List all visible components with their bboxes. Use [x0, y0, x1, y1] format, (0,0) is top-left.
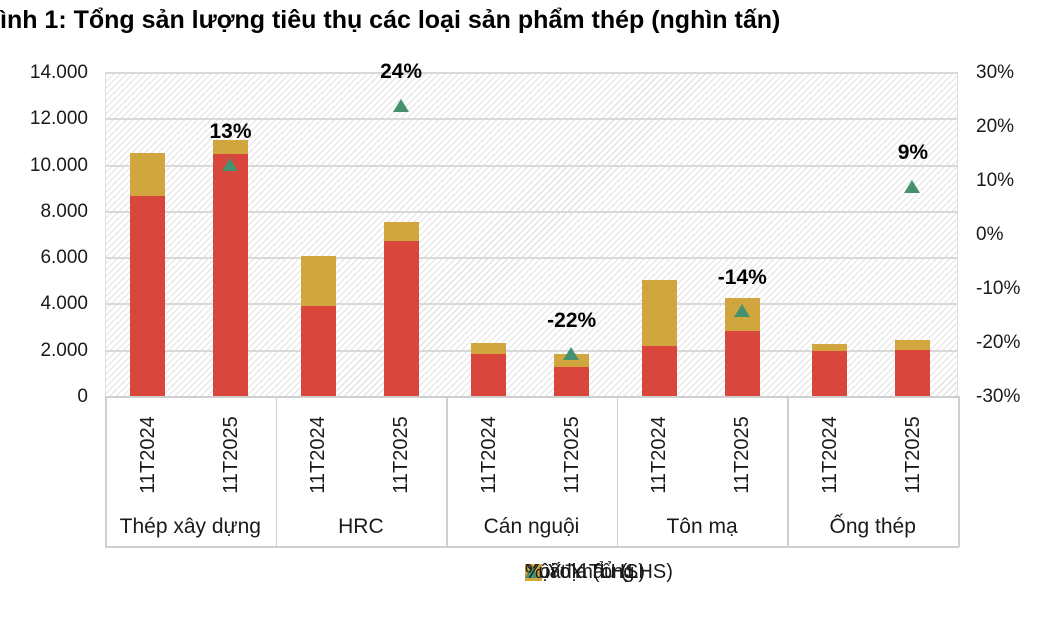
left-axis-tick: 4.000 — [40, 293, 88, 315]
year-label: 11T2024 — [818, 416, 841, 494]
legend-label: % YoY Tổng — [525, 560, 635, 583]
bar-domestic-segment — [471, 354, 507, 397]
right-axis-tick: 10% — [976, 170, 1015, 191]
year-label: 11T2025 — [219, 416, 242, 494]
bar-export-segment — [554, 354, 590, 367]
axis-line — [105, 396, 959, 398]
yoy-marker — [392, 98, 409, 112]
bar-domestic-segment — [130, 195, 165, 397]
bar-export-segment — [812, 343, 848, 351]
bar-export-segment — [641, 280, 677, 347]
group-label: Cán nguội — [483, 515, 580, 538]
year-label: 11T2025 — [560, 416, 583, 494]
year-label: 11T2025 — [901, 416, 924, 494]
yoy-marker — [733, 304, 750, 318]
bar-domestic-segment — [383, 240, 419, 397]
bar-domestic-segment — [724, 331, 760, 397]
right-axis-tick: 20% — [976, 116, 1015, 137]
yoy-label: 13% — [209, 119, 252, 143]
legend-triangle-icon — [525, 566, 539, 578]
year-label: 11T2024 — [648, 416, 671, 494]
chart-title: ình 1: Tổng sản lượng tiêu thụ các loại … — [0, 6, 781, 34]
axis-line — [105, 546, 959, 548]
yoy-label: 9% — [897, 141, 929, 165]
gridline — [105, 72, 958, 74]
group-divider — [787, 396, 789, 547]
yoy-marker — [563, 347, 580, 361]
yoy-label: -14% — [717, 265, 767, 289]
year-label: 11T2025 — [390, 416, 413, 494]
gridline — [105, 164, 958, 167]
bar-export-segment — [130, 152, 165, 196]
gridline — [105, 349, 958, 352]
bar-export-segment — [300, 255, 336, 306]
group-divider — [958, 396, 960, 547]
bar-domestic-segment — [554, 366, 590, 397]
year-label: 11T2024 — [136, 416, 159, 494]
gridline — [105, 210, 958, 213]
bar-domestic-segment — [812, 350, 848, 397]
right-axis-tick: 30% — [976, 62, 1015, 83]
yoy-label: 24% — [380, 60, 423, 84]
group-label: Ống thép — [829, 515, 916, 538]
group-divider — [275, 396, 278, 547]
gridline — [105, 303, 958, 306]
bar-domestic-segment — [213, 154, 248, 397]
left-axis-tick: 8.000 — [40, 200, 88, 222]
yoy-marker — [904, 179, 921, 193]
bar-domestic-segment — [641, 346, 677, 397]
legend-label: Xuất khẩu (LHS) — [525, 560, 673, 583]
left-axis-tick: 12.000 — [29, 108, 88, 130]
right-axis-tick: -30% — [976, 386, 1021, 407]
left-axis-tick: 2.000 — [40, 339, 88, 361]
group-label: HRC — [338, 515, 384, 538]
group-label: Tôn mạ — [666, 515, 738, 538]
left-axis-tick: 10.000 — [29, 154, 88, 176]
bar-export-segment — [213, 140, 248, 154]
year-label: 11T2025 — [731, 416, 754, 494]
bar-export-segment — [383, 221, 419, 241]
group-divider — [446, 396, 448, 547]
group-divider — [105, 396, 107, 547]
legend-label: Nội địa (LHS) — [525, 560, 646, 583]
left-axis-tick: 0 — [77, 386, 88, 407]
group-label: Thép xây dựng — [119, 515, 261, 538]
year-label: 11T2024 — [307, 416, 330, 494]
right-axis-tick: 0% — [976, 224, 1004, 245]
gridline — [105, 118, 958, 121]
group-divider — [616, 396, 619, 547]
yoy-label: -22% — [547, 308, 597, 332]
year-label: 11T2024 — [477, 416, 500, 494]
left-axis-tick: 14.000 — [29, 62, 88, 83]
left-axis-tick: 6.000 — [40, 247, 88, 269]
gridline — [105, 257, 958, 260]
bar-export-segment — [471, 342, 507, 355]
yoy-marker — [222, 158, 238, 172]
bar-domestic-segment — [300, 305, 336, 397]
right-axis-tick: -10% — [976, 278, 1021, 299]
bar-export-segment — [895, 340, 931, 350]
bar-domestic-segment — [895, 349, 931, 397]
right-axis-tick: -20% — [976, 332, 1021, 353]
